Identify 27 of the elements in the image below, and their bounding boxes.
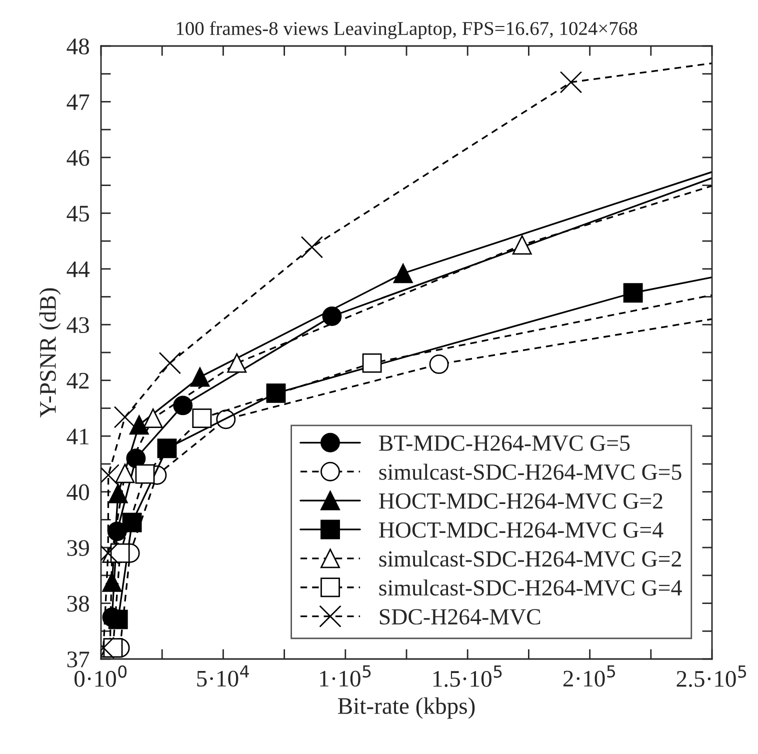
x-tick-label: 1.5·10$^{5}$ (433, 666, 502, 687)
y-tick-label: 38 (67, 596, 89, 612)
y-tick-label: 42 (66, 372, 89, 389)
legend-label: SDC-H264-MVC (380, 609, 540, 625)
y-tick-label: 40 (66, 484, 89, 500)
legend-label: HOCT-MDC-H264-MVC G=4 (379, 522, 664, 538)
legend-label: HOCT-MDC-H264-MVC G=2 (379, 493, 662, 509)
y-tick-label: 43 (66, 317, 89, 334)
y-tick-label: 46 (66, 150, 90, 166)
x-tick-label: 1·10$^{5}$ (320, 665, 371, 687)
legend-label: simulcast-SDC-H264-MVC G=5 (379, 464, 682, 480)
legend-label: simulcast-SDC-H264-MVC G=4 (379, 579, 682, 596)
chart-title: 100 frames-8 views LeavingLaptop, FPS=16.67, 1024×768 (176, 21, 638, 40)
y-tick-label: 48 (66, 38, 89, 54)
y-tick-label: 44 (66, 262, 90, 278)
x-tick-label: 5·10$^{4}$ (197, 665, 249, 687)
y-tick-label: 47 (66, 94, 90, 110)
legend-label: simulcast-SDC-H264-MVC G=2 (379, 550, 681, 567)
y-tick-label: 41 (66, 428, 88, 444)
y-tick-label: 45 (66, 206, 89, 222)
x-tick-label: 2·10$^{5}$ (563, 665, 615, 687)
x-tick-label: 2.5·10$^{5}$ (676, 666, 746, 687)
x-axis-title: Bit-rate (kbps) (338, 697, 475, 719)
y-axis-title: Y-PSNR (dB) (39, 288, 61, 418)
y-tick-label: 37 (67, 652, 90, 668)
y-tick-label: 39 (67, 540, 89, 556)
legend-label: BT-MDC-H264-MVC G=5 (379, 435, 630, 452)
